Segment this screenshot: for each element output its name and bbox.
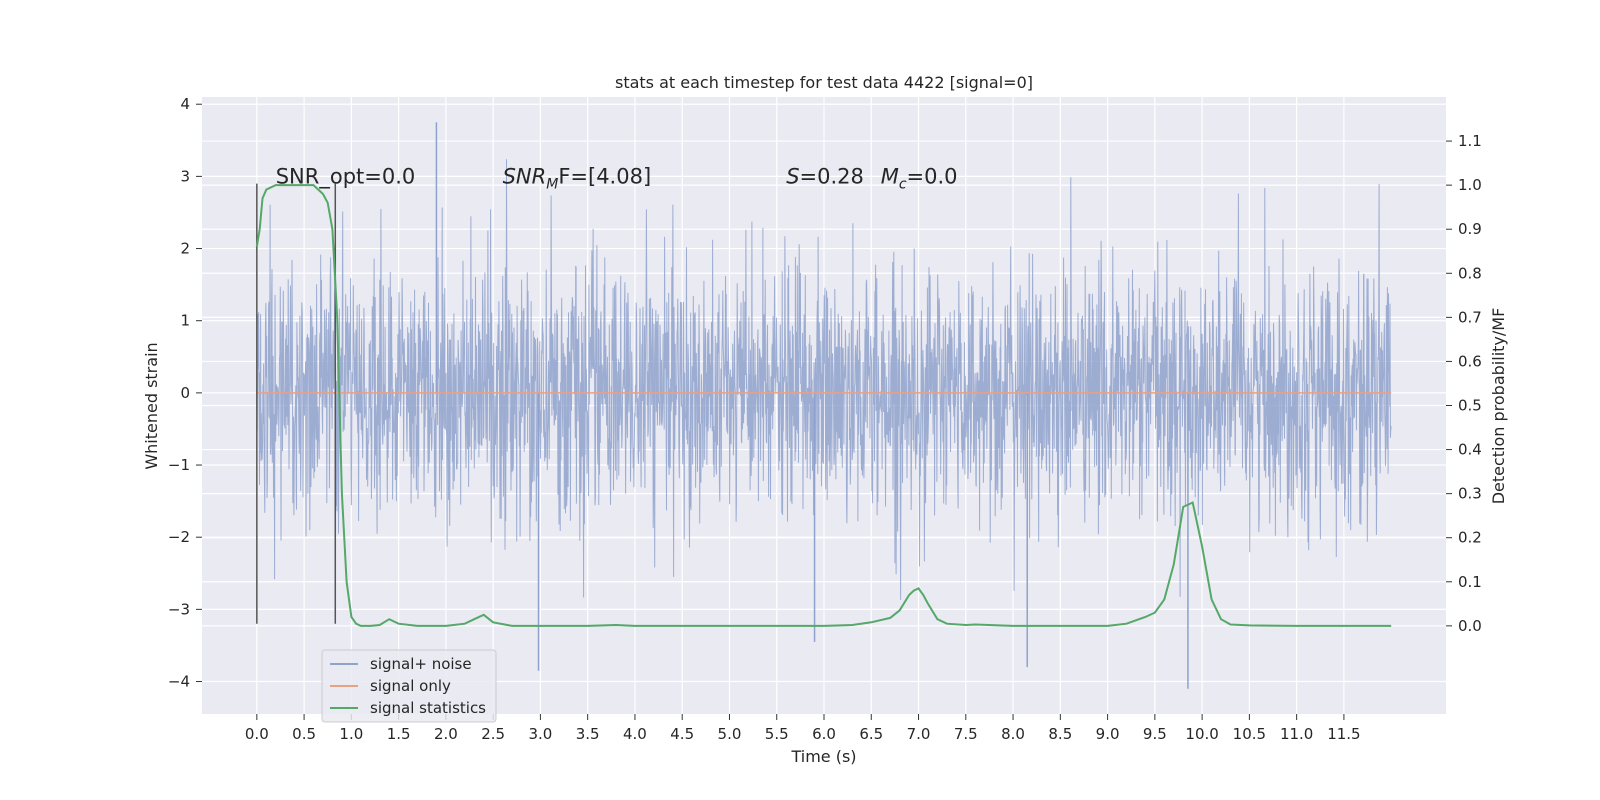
y-axis-right-title: Detection probability/MF <box>1489 308 1508 505</box>
x-tick-label: 3.0 <box>528 725 552 743</box>
y-tick-label-left: −2 <box>168 528 190 546</box>
legend-label-signal-plus-noise: signal+ noise <box>370 655 472 673</box>
x-tick-label: 2.5 <box>481 725 505 743</box>
x-tick-label: 5.0 <box>718 725 742 743</box>
y-axis-left-ticks: 4 3 2 1 0 −1 −2 −3 −4 <box>168 95 202 691</box>
y-axis-right-ticks: 1.1 1.0 0.9 0.8 0.7 0.6 0.5 0.4 0.3 0.2 0.1 0.0 <box>1446 132 1482 635</box>
series-signal-plus-noise <box>256 122 1392 689</box>
x-tick-label: 7.0 <box>907 725 931 743</box>
annotation-2: S=0.28 <box>786 164 864 188</box>
y-tick-label-right: 0.1 <box>1458 573 1482 591</box>
y-tick-label-left: 2 <box>180 240 190 258</box>
x-tick-label: 4.5 <box>670 725 694 743</box>
annotation-3: Mc=0.0 <box>881 164 958 192</box>
x-tick-label: 4.0 <box>623 725 647 743</box>
x-tick-label: 11.5 <box>1327 725 1360 743</box>
y-tick-label-right: 0.2 <box>1458 529 1482 547</box>
y-tick-label-right: 0.5 <box>1458 397 1482 415</box>
x-tick-label: 9.5 <box>1143 725 1167 743</box>
x-tick-label: 1.5 <box>387 725 411 743</box>
y-tick-label-left: 0 <box>180 384 190 402</box>
x-tick-label: 5.5 <box>765 725 789 743</box>
x-tick-label: 0.0 <box>245 725 269 743</box>
y-tick-label-left: −4 <box>168 673 190 691</box>
noise-line <box>256 159 1392 600</box>
y-tick-label-right: 0.0 <box>1458 617 1482 635</box>
legend-label-signal-only: signal only <box>370 677 451 695</box>
y-tick-label-left: −1 <box>168 456 190 474</box>
y-tick-label-left: 3 <box>180 167 190 185</box>
x-tick-label: 11.0 <box>1280 725 1313 743</box>
y-tick-label-left: 4 <box>180 95 190 113</box>
x-tick-label: 8.5 <box>1048 725 1072 743</box>
y-tick-label-left: −3 <box>168 600 190 618</box>
y-tick-label-right: 0.3 <box>1458 485 1482 503</box>
x-tick-label: 1.0 <box>339 725 363 743</box>
y-tick-label-right: 1.0 <box>1458 176 1482 194</box>
y-tick-label-right: 0.8 <box>1458 264 1482 282</box>
legend-label-signal-statistics: signal statistics <box>370 699 486 717</box>
x-axis-title: Time (s) <box>790 747 856 766</box>
y-tick-label-right: 0.4 <box>1458 441 1482 459</box>
chart-title: stats at each timestep for test data 442… <box>615 73 1033 92</box>
vertical-markers <box>256 183 337 624</box>
legend-box <box>321 649 497 723</box>
x-tick-label: 10.0 <box>1185 725 1218 743</box>
annotations: SNR_opt=0.0 SNRMF=[4.08] S=0.28 Mc=0.0 <box>276 164 958 192</box>
y-tick-label-right: 1.1 <box>1458 132 1482 150</box>
series-signal-statistics <box>255 184 1392 627</box>
x-tick-label: 6.0 <box>812 725 836 743</box>
x-tick-label: 8.0 <box>1001 725 1025 743</box>
x-tick-label: 6.5 <box>859 725 883 743</box>
y-axis-left-title: Whitened strain <box>142 342 161 469</box>
legend: signal+ noise signal only signal statist… <box>321 649 497 723</box>
y-tick-label-left: 1 <box>180 312 190 330</box>
y-tick-label-right: 0.6 <box>1458 352 1482 370</box>
annotation-0: SNR_opt=0.0 <box>276 164 416 189</box>
x-tick-label: 7.5 <box>954 725 978 743</box>
annotation-1: SNRMF=[4.08] <box>503 164 652 192</box>
x-tick-label: 3.5 <box>576 725 600 743</box>
x-tick-label: 10.5 <box>1233 725 1266 743</box>
x-tick-label: 9.0 <box>1096 725 1120 743</box>
signal-statistics-line <box>255 184 1392 627</box>
x-tick-label: 0.5 <box>292 725 316 743</box>
x-tick-label: 2.0 <box>434 725 458 743</box>
x-axis-ticks: 0.0 0.5 1.0 1.5 2.0 2.5 3.0 3.5 4.0 4.5 5.0 5.5 6.0 6… <box>245 714 1361 743</box>
y-tick-label-right: 0.9 <box>1458 220 1482 238</box>
y-tick-label-right: 0.7 <box>1458 308 1482 326</box>
